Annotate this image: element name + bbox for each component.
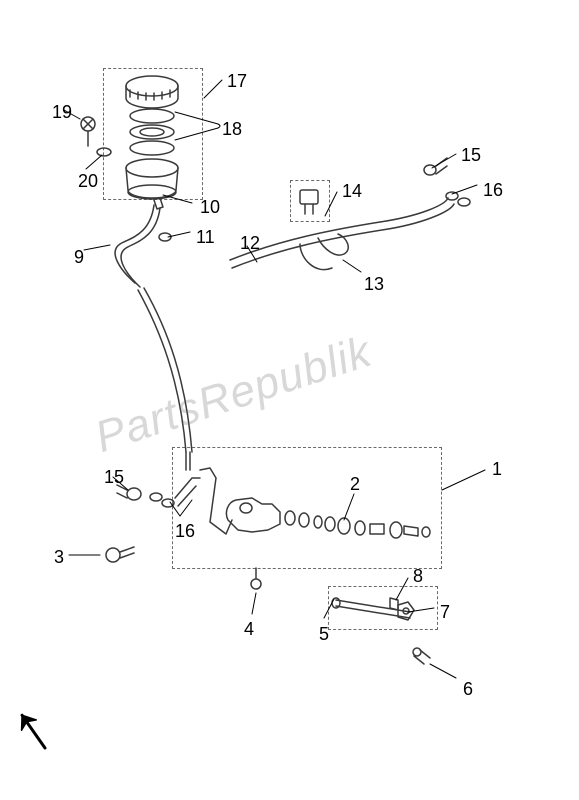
callout-14: 14 xyxy=(342,182,362,200)
callout-16b: 16 xyxy=(175,522,195,540)
callout-9: 9 xyxy=(74,248,84,266)
callout-1: 1 xyxy=(492,460,502,478)
callout-12: 12 xyxy=(240,234,260,252)
callout-4: 4 xyxy=(244,620,254,638)
callout-20: 20 xyxy=(78,172,98,190)
callout-6: 6 xyxy=(463,680,473,698)
callout-8: 8 xyxy=(413,567,423,585)
callout-16: 16 xyxy=(483,181,503,199)
callout-19: 19 xyxy=(52,103,72,121)
callout-2: 2 xyxy=(350,475,360,493)
diagram-canvas: PartsRepublik 1 2 3 4 5 6 7 8 9 10 11 12… xyxy=(0,0,579,800)
callout-15b: 15 xyxy=(104,468,124,486)
callout-11: 11 xyxy=(196,228,215,246)
callout-18: 18 xyxy=(222,120,242,138)
callout-13: 13 xyxy=(364,275,384,293)
callout-7: 7 xyxy=(440,603,450,621)
callout-15: 15 xyxy=(461,146,481,164)
diagram-svg xyxy=(0,0,579,800)
callout-10: 10 xyxy=(200,198,220,216)
callout-17: 17 xyxy=(227,72,247,90)
callout-3: 3 xyxy=(54,548,64,566)
callout-5: 5 xyxy=(319,625,329,643)
